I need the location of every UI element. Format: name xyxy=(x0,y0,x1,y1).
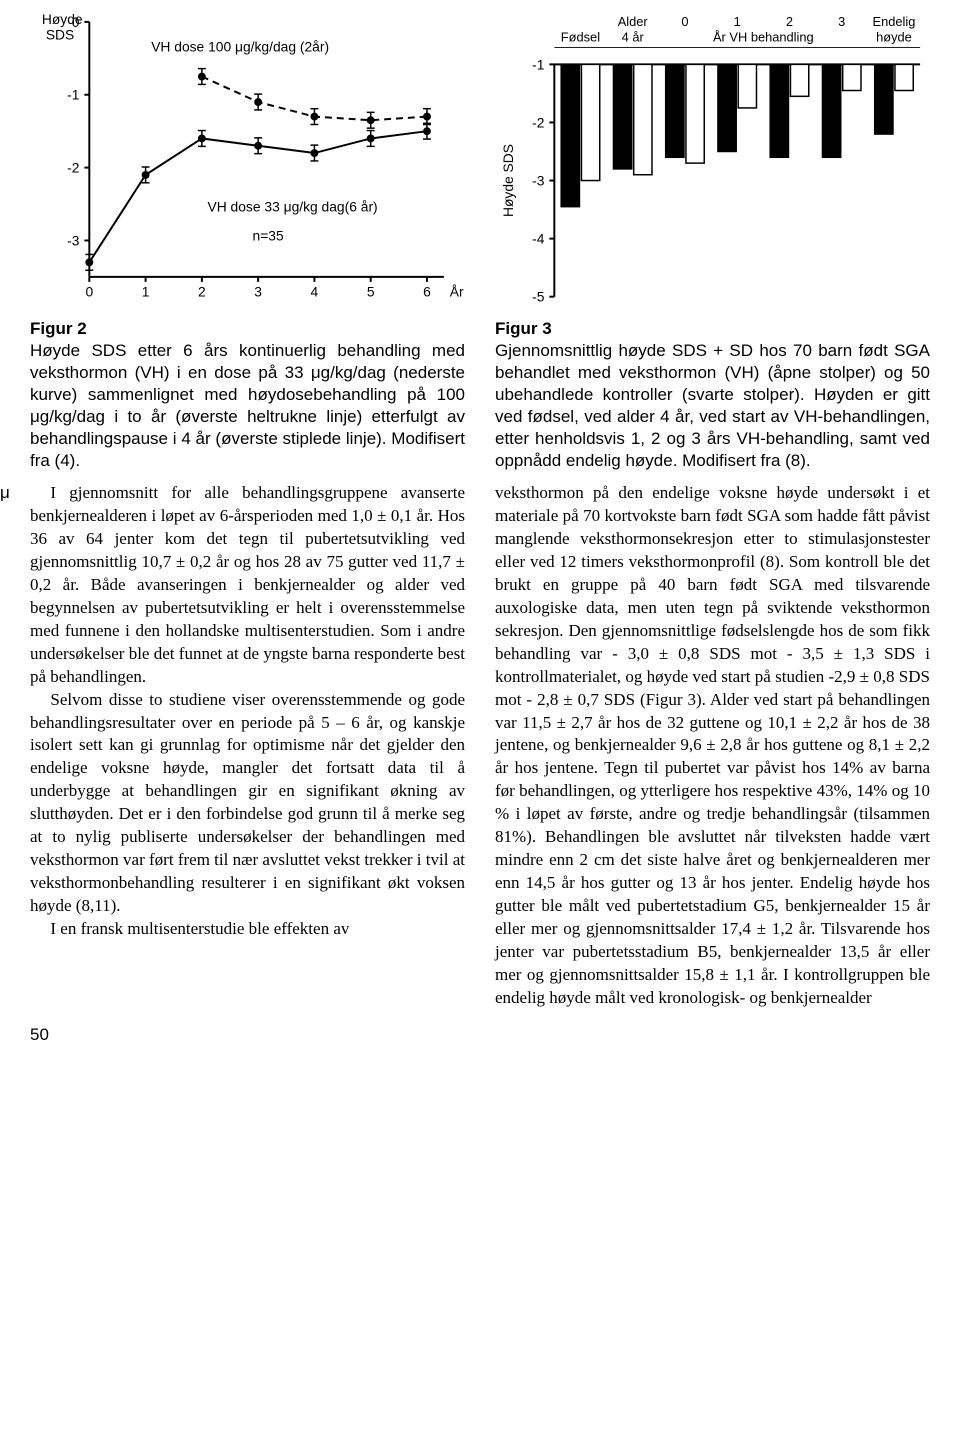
svg-text:Alder: Alder xyxy=(618,14,649,29)
body-columns: μ I gjennomsnitt for alle behandlingsgru… xyxy=(30,482,930,1010)
figure3-column: -1 -2 -3 -4 -5 Høyde SDS Fødsel Alder4 år 0 1 2 3 År… xyxy=(495,10,930,472)
svg-text:VH dose 33 μg/kg dag(6 år): VH dose 33 μg/kg dag(6 år) xyxy=(207,198,377,214)
svg-text:4: 4 xyxy=(311,284,319,300)
page-number: 50 xyxy=(30,1024,930,1047)
figure3-caption-text: Gjennomsnittlig høyde SDS + SD hos 70 ba… xyxy=(495,341,930,470)
svg-text:SDS: SDS xyxy=(46,27,74,43)
svg-text:-5: -5 xyxy=(532,289,545,305)
svg-text:6: 6 xyxy=(423,284,431,300)
svg-text:5: 5 xyxy=(367,284,375,300)
svg-text:-4: -4 xyxy=(532,231,545,247)
svg-text:4 år: 4 år xyxy=(622,30,645,45)
svg-text:År: År xyxy=(450,284,464,300)
svg-text:Høyde SDS: Høyde SDS xyxy=(500,144,516,217)
figure3-caption: Figur 3 Gjennomsnittlig høyde SDS + SD h… xyxy=(495,318,930,473)
figures-row: HøydeSDS0-1-2-30123456ÅrVH dose 100 μg/k… xyxy=(30,10,930,472)
left-column: μ I gjennomsnitt for alle behandlingsgru… xyxy=(30,482,465,1010)
svg-text:-1: -1 xyxy=(67,87,80,103)
svg-text:Endelig: Endelig xyxy=(873,14,916,29)
left-para-1: I gjennomsnitt for alle behandlingsgrupp… xyxy=(30,482,465,688)
svg-text:n=35: n=35 xyxy=(253,227,284,243)
svg-text:-2: -2 xyxy=(67,160,79,176)
svg-text:2: 2 xyxy=(786,14,793,29)
svg-text:-1: -1 xyxy=(532,56,545,72)
figure2-column: HøydeSDS0-1-2-30123456ÅrVH dose 100 μg/k… xyxy=(30,10,465,472)
svg-text:3: 3 xyxy=(838,14,845,29)
right-para-1: veksthormon på den endelige voksne høyde… xyxy=(495,482,930,1010)
svg-text:1: 1 xyxy=(734,14,741,29)
svg-text:VH dose 100 μg/kg/dag (2år): VH dose 100 μg/kg/dag (2år) xyxy=(151,39,329,55)
svg-text:3: 3 xyxy=(254,284,262,300)
figure2-caption-text: Høyde SDS etter 6 års kontinuerlig behan… xyxy=(30,341,465,470)
svg-text:høyde: høyde xyxy=(876,30,912,45)
svg-text:0: 0 xyxy=(681,14,688,29)
figure2-chart: HøydeSDS0-1-2-30123456ÅrVH dose 100 μg/k… xyxy=(30,10,465,307)
left-para-2: Selvom disse to studiene viser overensst… xyxy=(30,689,465,918)
svg-text:År VH behandling: År VH behandling xyxy=(713,30,814,45)
svg-text:1: 1 xyxy=(142,284,150,300)
svg-text:2: 2 xyxy=(198,284,206,300)
figure3-chart: -1 -2 -3 -4 -5 Høyde SDS Fødsel Alder4 år 0 1 2 3 År… xyxy=(495,10,930,307)
svg-text:0: 0 xyxy=(72,14,80,30)
svg-text:-2: -2 xyxy=(532,114,544,130)
right-column: veksthormon på den endelige voksne høyde… xyxy=(495,482,930,1010)
svg-text:0: 0 xyxy=(85,284,93,300)
svg-text:Fødsel: Fødsel xyxy=(561,30,600,45)
figure2-caption: Figur 2 Høyde SDS etter 6 års kontinuerl… xyxy=(30,318,465,473)
figure3-caption-bold: Figur 3 xyxy=(495,319,552,338)
left-para-3: I en fransk multisenterstudie ble effekt… xyxy=(30,918,465,941)
svg-text:-3: -3 xyxy=(532,172,545,188)
figure2-caption-bold: Figur 2 xyxy=(30,319,87,338)
svg-text:-3: -3 xyxy=(67,232,80,248)
